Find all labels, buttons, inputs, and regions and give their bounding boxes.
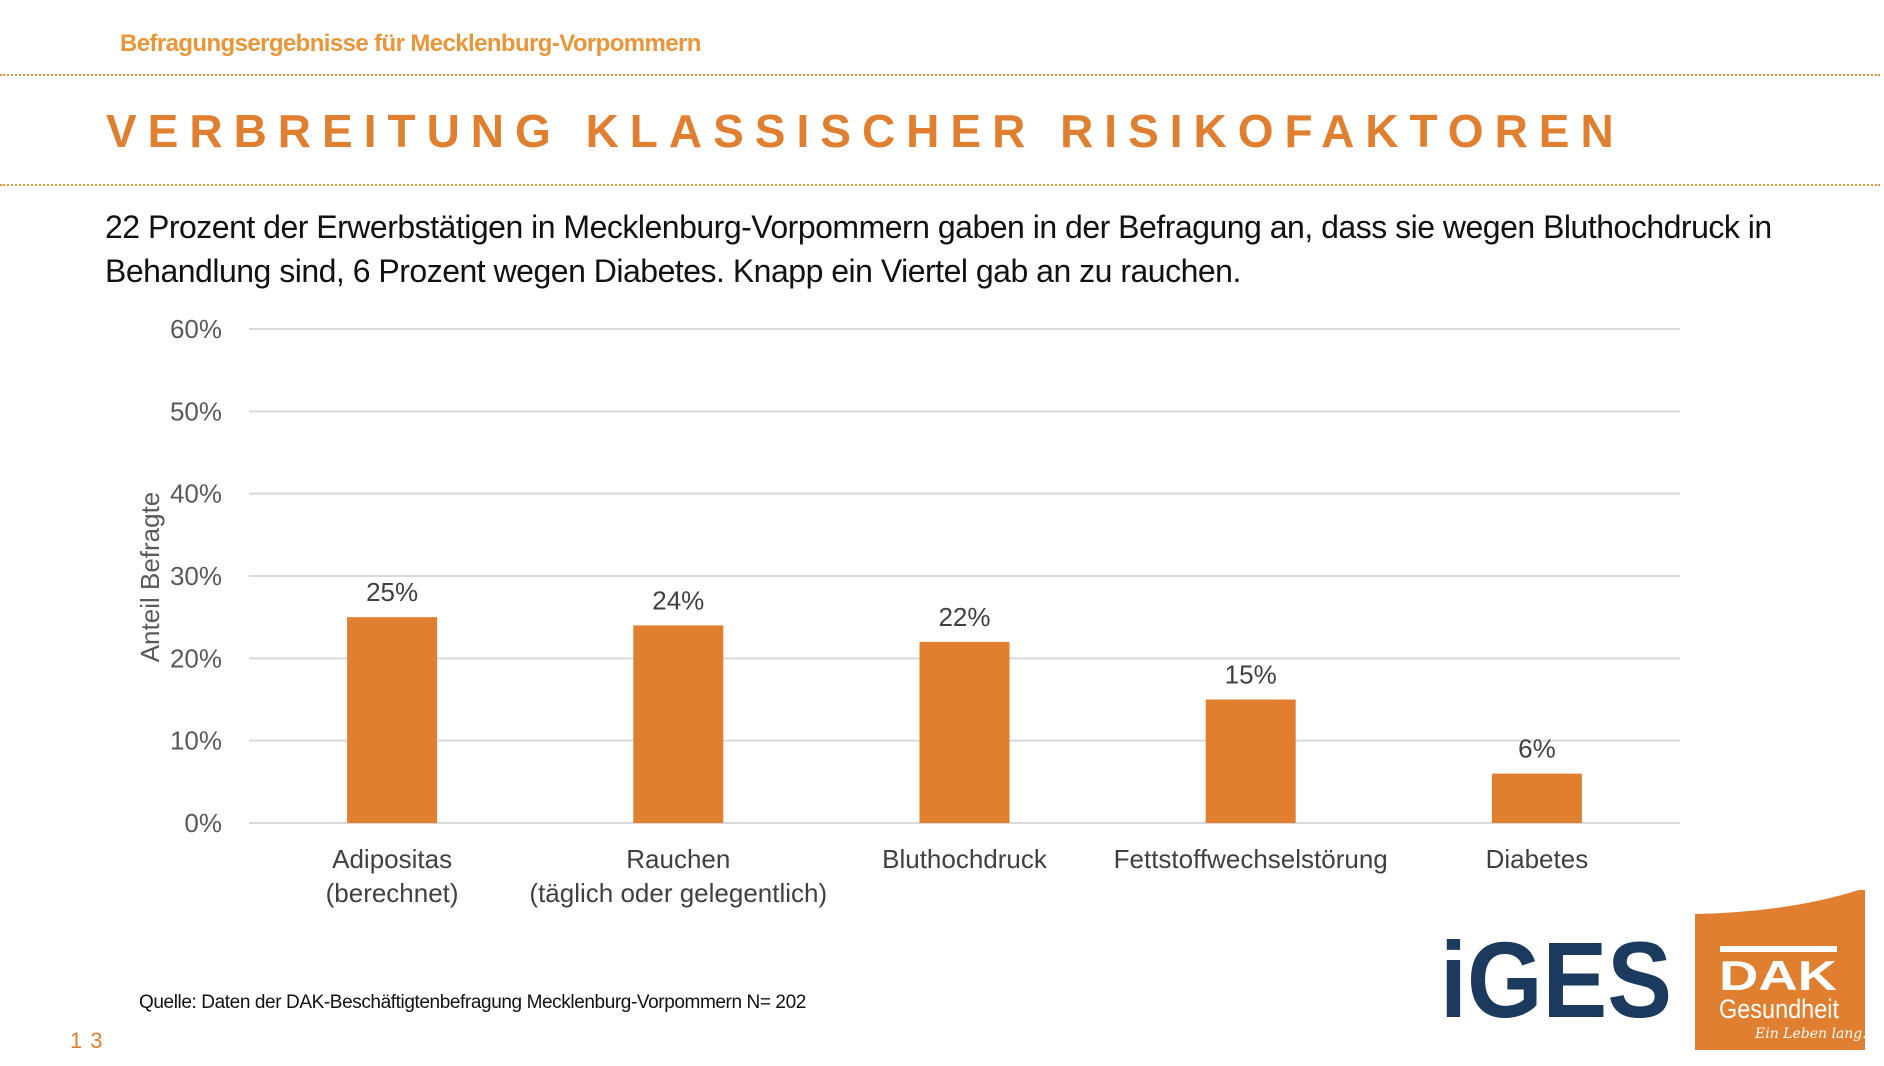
y-axis-label: Anteil Befragte	[135, 492, 165, 663]
x-tick-label: (täglich oder gelegentlich)	[529, 878, 827, 908]
bar-chart: 0% 10% 20% 30% 40% 50% 60% Anteil Befragte 25% Ad…	[135, 314, 1680, 908]
svg-text:Ein Leben lang.: Ein Leben lang.	[1754, 1026, 1867, 1042]
svg-text:Gesundheit: Gesundheit	[1719, 994, 1839, 1024]
summary-text: 22 Prozent der Erwerbstätigen in Mecklen…	[105, 209, 1772, 289]
svg-text:iGES: iGES	[1440, 935, 1672, 1025]
svg-text:DAK: DAK	[1719, 952, 1837, 999]
title-divider	[0, 184, 1880, 186]
page-number: 13	[70, 1028, 111, 1053]
data-label: 25%	[366, 577, 418, 607]
bar-1	[633, 625, 724, 823]
x-tick-label: Adipositas	[332, 844, 452, 874]
y-tick-label: 0%	[184, 808, 222, 838]
header-subtitle: Befragungsergebnisse für Mecklenburg-Vor…	[120, 30, 701, 57]
data-label: 24%	[652, 585, 704, 615]
y-tick-label: 60%	[170, 314, 222, 344]
iges-logo: iGES	[1440, 935, 1672, 1025]
x-tick-label: Bluthochdruck	[882, 844, 1048, 874]
y-tick-label: 20%	[170, 643, 222, 673]
bar-2	[919, 641, 1010, 823]
x-tick-label: Fettstoffwechselstörung	[1114, 844, 1388, 874]
y-tick-label: 10%	[170, 726, 222, 756]
dak-logo: DAK Gesundheit Ein Leben lang.	[1695, 890, 1867, 1050]
data-label: 6%	[1518, 734, 1556, 764]
bar-4	[1491, 773, 1582, 823]
page-title: VERBREITUNG KLASSISCHER RISIKOFAKTOREN	[106, 105, 1625, 157]
source-note: Quelle: Daten der DAK-Beschäftigtenbefra…	[139, 992, 806, 1013]
data-label: 22%	[938, 602, 990, 632]
x-tick-label: (berechnet)	[326, 878, 459, 908]
y-tick-label: 50%	[170, 396, 222, 426]
top-divider	[0, 74, 1880, 76]
y-tick-label: 30%	[170, 561, 222, 591]
y-tick-label: 40%	[170, 479, 222, 509]
data-label: 15%	[1225, 660, 1277, 690]
bar-3	[1205, 699, 1296, 823]
x-tick-label: Rauchen	[626, 844, 730, 874]
bar-0	[347, 617, 438, 823]
x-tick-label: Diabetes	[1486, 844, 1589, 874]
